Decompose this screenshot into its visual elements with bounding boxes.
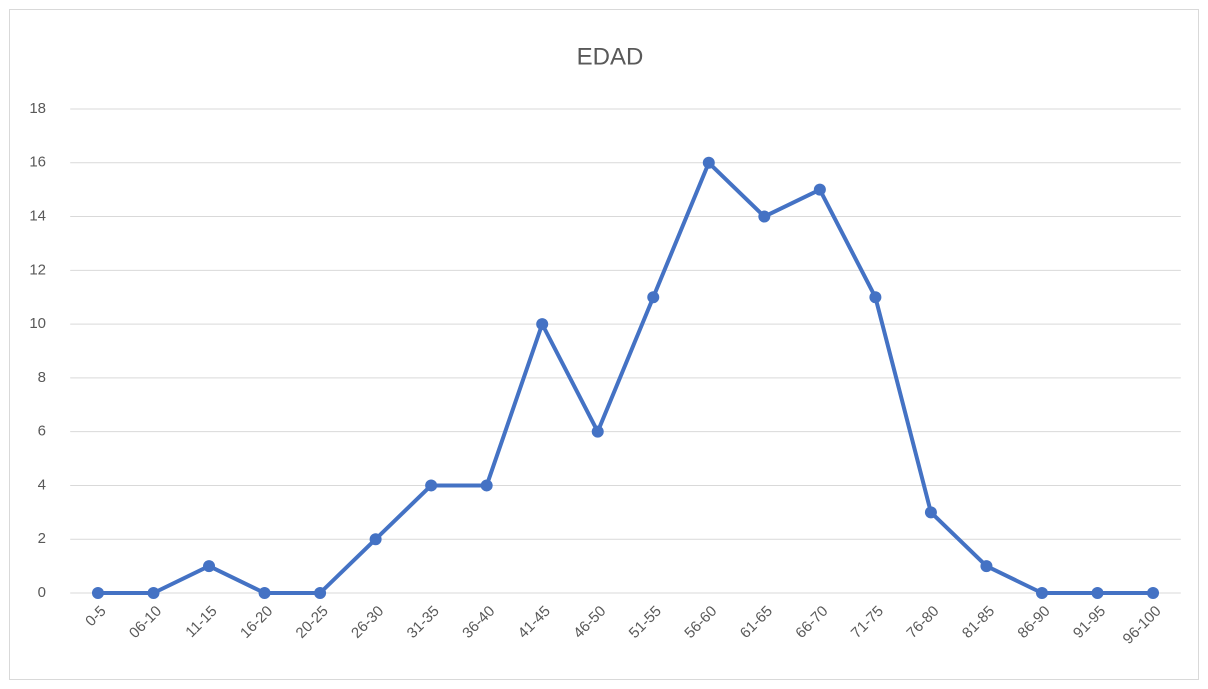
marker bbox=[924, 506, 937, 519]
y-tick-label: 8 bbox=[38, 369, 46, 386]
chart-border bbox=[9, 9, 1199, 680]
marker bbox=[1147, 587, 1160, 599]
marker bbox=[91, 587, 104, 599]
marker bbox=[425, 479, 438, 492]
y-tick-label: 0 bbox=[38, 584, 46, 601]
marker bbox=[314, 587, 327, 599]
y-tick-label: 10 bbox=[29, 315, 46, 332]
marker bbox=[647, 291, 660, 304]
marker bbox=[1035, 587, 1048, 599]
y-tick-label: 16 bbox=[29, 154, 46, 171]
marker bbox=[980, 560, 993, 573]
marker bbox=[369, 533, 382, 546]
marker bbox=[758, 210, 771, 223]
y-tick-label: 2 bbox=[38, 530, 46, 547]
marker bbox=[1091, 587, 1104, 599]
chart-title: EDAD bbox=[577, 43, 644, 70]
marker bbox=[147, 587, 160, 599]
marker bbox=[591, 425, 604, 438]
y-tick-label: 18 bbox=[29, 100, 46, 117]
marker bbox=[258, 587, 271, 599]
marker bbox=[203, 560, 216, 573]
marker bbox=[536, 318, 549, 331]
marker bbox=[480, 479, 493, 492]
y-tick-label: 4 bbox=[38, 476, 46, 493]
y-tick-label: 6 bbox=[38, 423, 46, 440]
marker bbox=[813, 183, 826, 196]
marker bbox=[869, 291, 882, 304]
y-tick-label: 12 bbox=[29, 261, 46, 278]
line bbox=[97, 160, 1154, 595]
marker bbox=[702, 156, 715, 169]
y-tick-label: 14 bbox=[29, 208, 46, 225]
